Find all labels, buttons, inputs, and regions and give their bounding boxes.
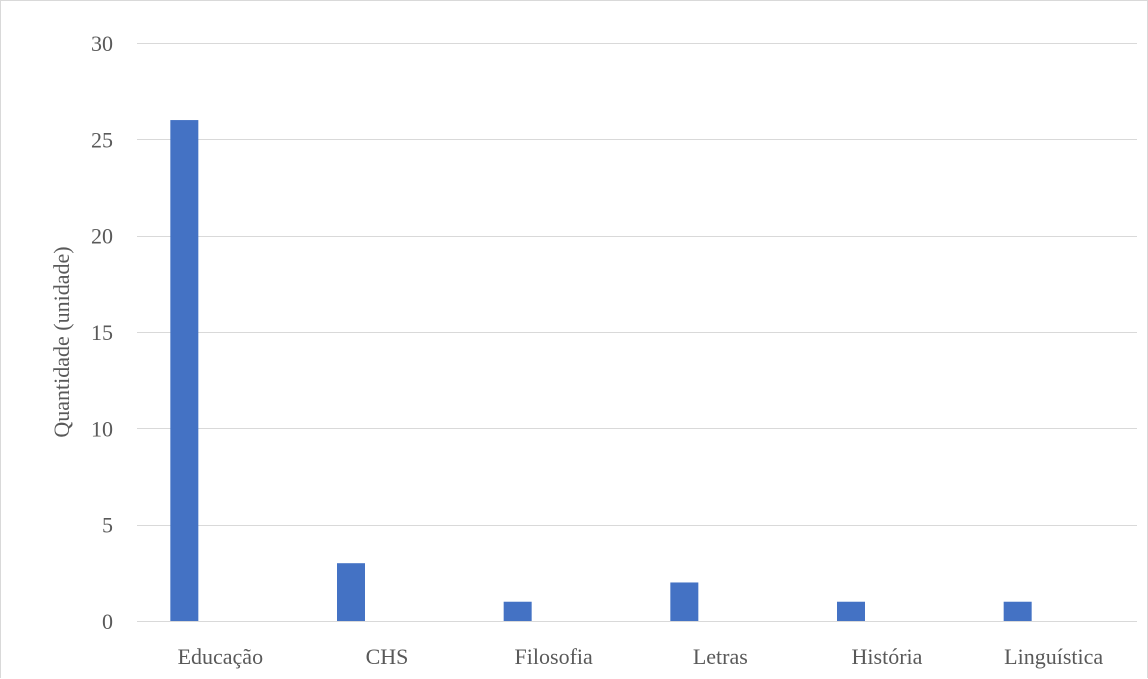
y-tick-label: 30 [91, 31, 113, 56]
y-axis-title: Quantidade (unidade) [49, 246, 74, 437]
bar-3 [670, 582, 699, 621]
y-tick-label: 10 [91, 416, 113, 441]
bar-0 [170, 120, 199, 622]
y-tick-label: 0 [102, 609, 113, 634]
x-tick-label: Educação [178, 644, 264, 669]
y-tick-label: 5 [102, 513, 113, 538]
x-tick-label: História [852, 644, 923, 669]
x-tick-label: Filosofia [515, 644, 593, 669]
bars [170, 120, 1032, 622]
y-tick-label: 15 [91, 320, 113, 345]
y-tick-label: 25 [91, 127, 113, 152]
y-axis-ticks: 0 5 10 15 20 25 30 [91, 31, 113, 634]
bar-1 [337, 563, 365, 621]
gridlines [137, 43, 1137, 622]
x-axis-ticks: Educação CHS Filosofia Letras História Linguí… [178, 644, 1104, 669]
bar-4 [837, 601, 865, 621]
x-tick-label: CHS [366, 644, 409, 669]
x-tick-label: Linguística [1004, 644, 1103, 669]
bar-5 [1003, 601, 1032, 621]
y-tick-label: 20 [91, 224, 113, 249]
bar-2 [503, 601, 532, 621]
x-tick-label: Letras [693, 644, 748, 669]
